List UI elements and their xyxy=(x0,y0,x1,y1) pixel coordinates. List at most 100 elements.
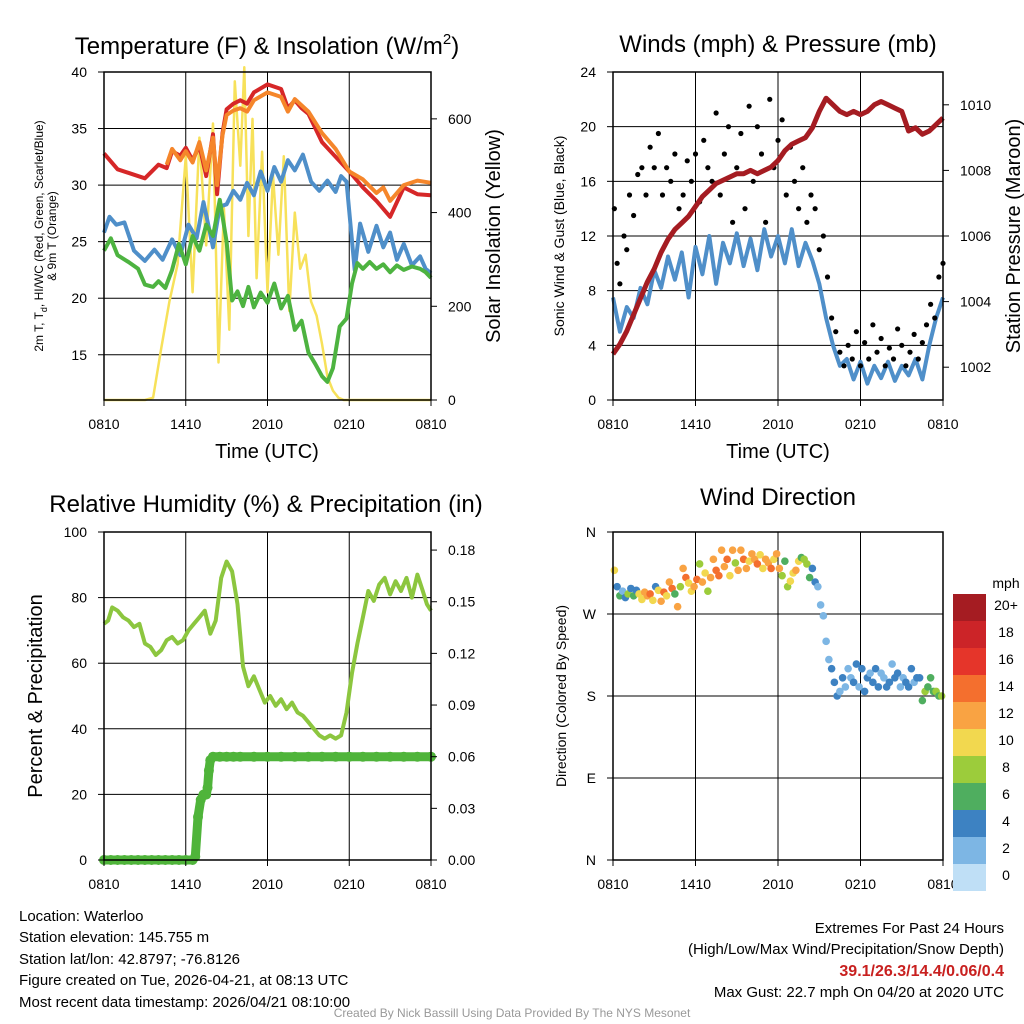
legend-swatch xyxy=(953,621,986,648)
direction-point xyxy=(924,683,932,691)
legend-swatch xyxy=(953,594,986,621)
y-tick-label: 60 xyxy=(71,655,87,671)
legend-label: 18 xyxy=(998,624,1014,640)
gust-point xyxy=(882,363,888,369)
direction-point xyxy=(742,564,751,573)
direction-point xyxy=(772,550,781,558)
y2-tick-label: 1008 xyxy=(960,162,991,178)
gust-point xyxy=(820,233,826,239)
direction-point xyxy=(838,673,847,682)
rh-plot-area xyxy=(99,532,436,865)
y2-tick-label: 1002 xyxy=(960,359,991,375)
direction-point xyxy=(874,683,883,691)
y2-tick-label: 0.06 xyxy=(448,749,475,765)
y-tick-label: 8 xyxy=(588,283,596,299)
legend-label: 6 xyxy=(1002,786,1010,802)
direction-point xyxy=(715,571,723,580)
gust-point xyxy=(932,315,938,321)
gust-point xyxy=(903,363,909,369)
y-tick-label: 0 xyxy=(79,852,87,868)
legend-label: 16 xyxy=(998,651,1014,667)
gust-point xyxy=(812,206,818,212)
direction-point xyxy=(646,590,654,598)
direction-point xyxy=(858,664,866,673)
direction-point xyxy=(720,562,729,571)
gust-point xyxy=(684,158,690,164)
gust-point xyxy=(870,322,876,328)
gust-point xyxy=(664,165,670,171)
y2-tick-label: 0.09 xyxy=(448,697,475,713)
gust-point xyxy=(841,363,847,369)
gust-point xyxy=(647,144,653,150)
wdir-title: Wind Direction xyxy=(700,484,856,511)
gust-point xyxy=(853,329,859,335)
direction-point xyxy=(852,660,861,668)
legend-label: 4 xyxy=(1002,813,1010,829)
x-tick-label: 0210 xyxy=(334,876,365,892)
legend-swatch xyxy=(953,648,986,675)
temp-ticks: 0810 1410 2010 0210 081015202530354002004006… xyxy=(71,64,471,432)
x-tick-label: 0210 xyxy=(845,876,876,892)
extremes-title: Extremes For Past 24 Hours xyxy=(814,920,1004,937)
gust-point xyxy=(874,349,880,355)
legend-swatch xyxy=(953,675,986,702)
gust-point xyxy=(705,165,711,171)
gust-point xyxy=(837,349,843,355)
gust-point xyxy=(680,192,686,198)
precip-point xyxy=(303,751,314,762)
precip-point xyxy=(317,751,327,762)
y2-tick-label: 1004 xyxy=(960,294,991,310)
y-tick-label: 20 xyxy=(71,786,87,802)
y2-tick-label: 0 xyxy=(448,392,456,408)
gust-point xyxy=(725,124,732,130)
y-tick-label: 40 xyxy=(71,64,87,80)
y-tick-label: 20 xyxy=(580,119,596,135)
legend-label: 10 xyxy=(998,732,1014,748)
legend-label: 2 xyxy=(1002,840,1010,856)
gust-point xyxy=(857,363,864,369)
direction-point xyxy=(786,577,795,585)
created-text: Figure created on Tue, 2026-04-21, at 08… xyxy=(19,972,349,990)
gust-point xyxy=(713,110,719,116)
direction-point xyxy=(610,566,619,575)
gust-point xyxy=(824,274,831,280)
precip-point xyxy=(276,751,287,762)
winds-ylabel-right: Station Pressure (Maroon) xyxy=(1003,119,1024,354)
legend-swatch xyxy=(953,837,986,864)
speed-legend: 20+ 18 16 14 12 10 8 6 4 2 0 xyxy=(953,594,1018,891)
legend-swatch xyxy=(953,783,986,810)
y-tick-label: 20 xyxy=(71,290,87,306)
recent-data-text: Most recent data timestamp: 2026/04/21 0… xyxy=(19,993,351,1011)
gust-point xyxy=(742,206,748,212)
wdir-ylabel: Direction (Colored By Speed) xyxy=(553,605,569,787)
direction-point xyxy=(673,602,682,611)
gust-point xyxy=(890,356,897,362)
direction-point xyxy=(937,692,946,700)
gust-point xyxy=(907,349,913,355)
gust-point xyxy=(899,342,905,348)
gust-point xyxy=(668,178,674,184)
direction-point xyxy=(915,673,924,682)
rh-title: Relative Humidity (%) & Precipitation (i… xyxy=(49,491,482,518)
direction-point xyxy=(690,582,698,591)
direction-point xyxy=(737,546,745,555)
direction-point xyxy=(695,560,704,568)
max-gust-text: Max Gust: 22.7 mph On 04/20 at 2020 UTC xyxy=(713,984,1004,1002)
latlon-text: Station lat/lon: 42.8797; -76.8126 xyxy=(19,950,241,968)
gust-point xyxy=(878,335,884,342)
x-tick-label: 0810 xyxy=(597,416,628,432)
gust-point xyxy=(804,219,810,225)
gust-point xyxy=(631,212,637,219)
direction-point xyxy=(849,678,858,687)
direction-point xyxy=(704,587,712,596)
temp-plot-area xyxy=(102,66,433,402)
y2-tick-label: 0.00 xyxy=(448,852,475,868)
x-tick-label: 1410 xyxy=(680,876,711,892)
gust-point xyxy=(672,151,678,157)
y2-tick-label: 0.18 xyxy=(448,542,475,558)
direction-point xyxy=(706,573,715,582)
gust-point xyxy=(779,117,785,123)
x-tick-label: 2010 xyxy=(762,876,793,892)
direction-point xyxy=(816,601,825,609)
